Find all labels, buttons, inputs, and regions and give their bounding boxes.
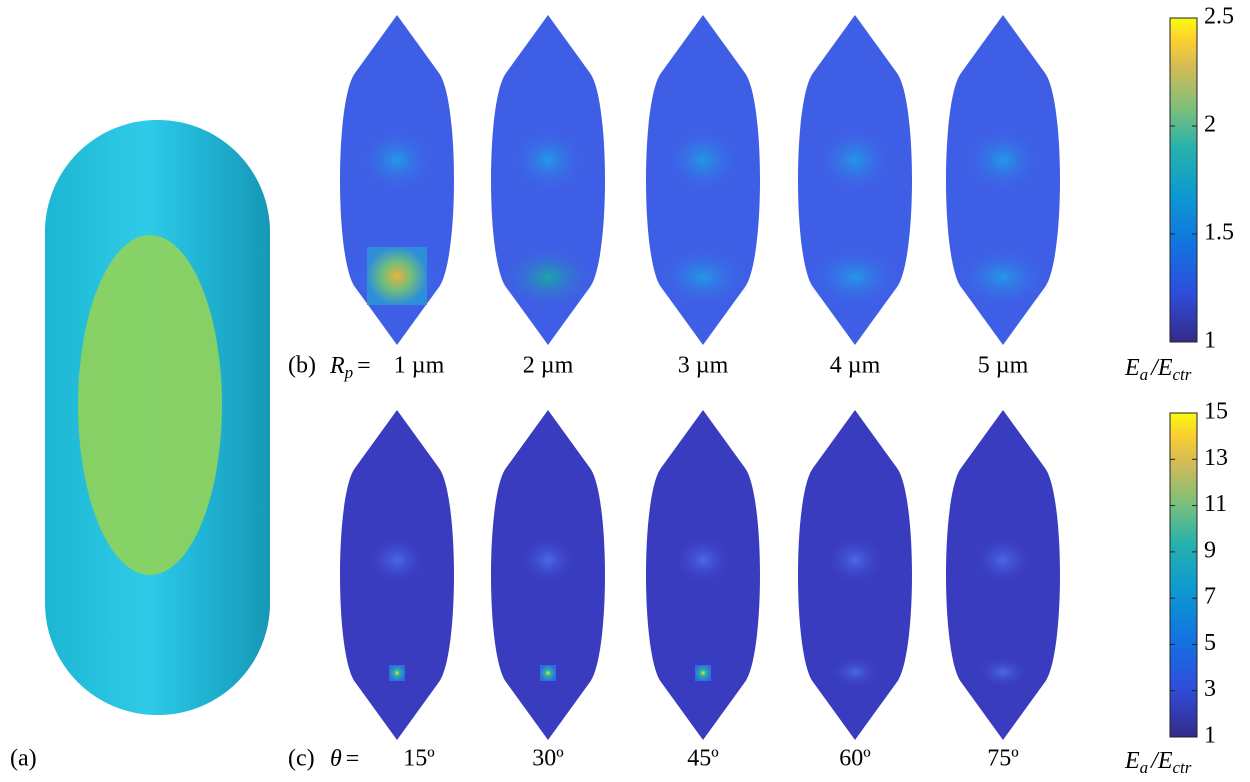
separator: /E <box>1149 355 1173 381</box>
map <box>340 410 454 740</box>
figure: (a) 1 µm2 µm3 µm4 µm5 µm(b)Rp=11.522.5Ea… <box>0 0 1250 782</box>
map <box>798 410 912 740</box>
colorbar <box>1170 18 1197 342</box>
map-spot <box>663 125 743 195</box>
contact-area <box>78 235 222 575</box>
caption: 2 µm <box>523 353 574 379</box>
panel-label: (b) <box>288 353 316 379</box>
map-spot <box>955 245 1051 309</box>
caption: 75º <box>987 746 1019 772</box>
subscript: ctr <box>1173 758 1192 777</box>
map-spot <box>508 125 588 195</box>
map <box>491 15 605 345</box>
caption: 15º <box>403 746 435 772</box>
symbol: E <box>1124 355 1140 381</box>
symbol-label: θ= <box>330 746 359 772</box>
separator: /E <box>1149 748 1173 774</box>
symbol: θ <box>330 746 342 772</box>
symbol: E <box>1124 748 1140 774</box>
subscript: a <box>1140 758 1149 777</box>
map-spot <box>977 656 1029 688</box>
map-spot <box>815 125 895 195</box>
colorbar-label: Ea/Ectr <box>1124 355 1192 384</box>
relation: = <box>357 353 371 379</box>
tick-label: 2 <box>1204 112 1216 138</box>
colorbar-label: Ea/Ectr <box>1124 748 1192 777</box>
map-spot <box>807 245 903 309</box>
map-spot <box>655 245 751 309</box>
panel-a: (a) <box>10 120 270 772</box>
tick-label: 1 <box>1204 723 1216 749</box>
tick-label: 3 <box>1204 676 1216 702</box>
colorbar <box>1170 413 1197 737</box>
caption: 4 µm <box>830 353 881 379</box>
panel-b: 1 µm 2 µm 3 µm 4 µm 5 µm (b) Rp= 1 1.5 2 2.5 Ea/Ect… <box>288 4 1234 384</box>
tick-label: 13 <box>1204 445 1228 471</box>
caption: 30º <box>532 746 564 772</box>
caption: 3 µm <box>678 353 729 379</box>
map <box>340 15 454 345</box>
subscript: p <box>344 363 354 382</box>
subscript: ctr <box>1173 365 1192 384</box>
map-spot <box>518 535 578 585</box>
map <box>646 15 760 345</box>
caption: 60º <box>839 746 871 772</box>
map-spot <box>973 535 1033 585</box>
caption: 45º <box>687 746 719 772</box>
panel-label: (a) <box>10 746 37 772</box>
hot-spot <box>540 665 556 681</box>
hot-spot <box>389 665 405 681</box>
tick-label: 15 <box>1204 399 1228 425</box>
map-spot <box>829 656 881 688</box>
tick-label: 7 <box>1204 584 1216 610</box>
map-spot <box>500 245 596 309</box>
map <box>946 410 1060 740</box>
tick-label: 11 <box>1204 491 1227 517</box>
tick-label: 2.5 <box>1204 4 1234 30</box>
map-spot <box>825 535 885 585</box>
tick-label: 1 <box>1204 328 1216 354</box>
map <box>491 410 605 740</box>
map-spot <box>357 125 437 195</box>
panel-label: (c) <box>288 746 315 772</box>
caption: 5 µm <box>978 353 1029 379</box>
relation: = <box>346 746 360 772</box>
hot-spot <box>695 665 711 681</box>
hot-spot <box>367 247 427 305</box>
map <box>946 15 1060 345</box>
tick-label: 5 <box>1204 630 1216 656</box>
symbol: R <box>329 353 345 379</box>
symbol-label: Rp= <box>329 353 371 382</box>
map-spot <box>367 535 427 585</box>
map-spot <box>963 125 1043 195</box>
map <box>646 410 760 740</box>
map-spot <box>673 535 733 585</box>
subscript: a <box>1140 365 1149 384</box>
caption: 1 µm <box>394 353 445 379</box>
map <box>798 15 912 345</box>
tick-label: 1.5 <box>1204 220 1234 246</box>
tick-label: 9 <box>1204 537 1216 563</box>
